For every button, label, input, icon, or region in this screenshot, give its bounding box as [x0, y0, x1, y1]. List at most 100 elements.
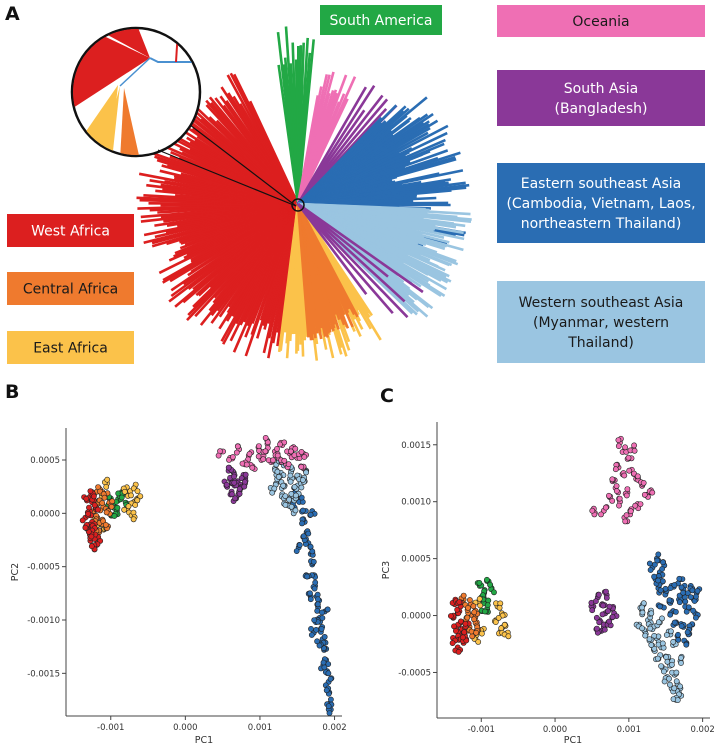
point-west-africa — [86, 504, 92, 511]
point-western-sea — [655, 619, 662, 626]
point-eastern-sea — [311, 585, 318, 592]
point-oceania — [262, 434, 269, 441]
point-western-sea — [668, 628, 674, 635]
point-eastern-sea — [314, 601, 321, 608]
zoom-pointer-line — [189, 124, 297, 207]
point-oceania — [640, 479, 647, 486]
legend-label: Thailand) — [567, 335, 634, 351]
tree-branch-south_america — [296, 39, 315, 205]
legend-label: (Bangladesh) — [554, 101, 647, 117]
point-western-sea — [648, 610, 655, 617]
point-eastern-sea — [307, 596, 314, 603]
point-eastern-sea — [660, 559, 666, 566]
point-central-africa — [471, 616, 477, 623]
point-western-sea — [646, 636, 653, 642]
phylogenetic-tree — [70, 26, 472, 361]
scatter-points — [447, 435, 703, 703]
legend-label: Oceania — [572, 14, 629, 30]
axis-ticks: -0.001 0.000 0.001 0.002 0.0015 0.0010 0.0005 0… — [398, 441, 714, 735]
panel-label-a: A — [5, 3, 20, 25]
tree-branch-south_asia — [297, 203, 409, 319]
point-oceania — [285, 461, 292, 468]
region-legend: South America Oceania South Asia (Banglades… — [7, 5, 705, 364]
point-western-sea — [286, 496, 292, 503]
point-eastern-sea — [647, 567, 654, 573]
point-eastern-sea — [300, 533, 307, 540]
point-oceania — [606, 492, 612, 499]
point-east-africa — [476, 596, 483, 602]
point-west-africa — [449, 640, 456, 646]
point-eastern-sea — [304, 573, 310, 580]
point-eastern-sea — [325, 670, 332, 677]
point-central-africa — [108, 503, 115, 510]
x-tick-label: 0.001 — [248, 723, 272, 733]
axis-ticks: -0.001 0.000 0.001 0.002 0.0005 0.0000 -0.0005… — [27, 456, 347, 733]
point-west-africa — [88, 533, 95, 540]
tree-branch-central_africa — [296, 203, 337, 316]
point-central-africa — [464, 614, 471, 621]
point-western-sea — [654, 655, 661, 662]
y-tick-label: 0.0005 — [401, 555, 431, 565]
point-oceania — [281, 457, 288, 464]
point-western-sea — [280, 482, 287, 489]
legend-box-west-africa: West Africa — [7, 214, 134, 247]
point-eastern-sea — [305, 530, 312, 537]
point-east-africa — [134, 488, 141, 494]
point-south-asia — [599, 611, 606, 618]
point-eastern-sea — [319, 609, 325, 616]
point-oceania — [262, 448, 269, 455]
point-eastern-sea — [299, 520, 305, 527]
x-tick-label: 0.001 — [617, 725, 641, 735]
point-eastern-sea — [327, 676, 334, 682]
legend-label: northeastern Thailand) — [521, 216, 682, 232]
point-south-asia — [594, 625, 600, 632]
point-western-sea — [661, 668, 667, 675]
point-eastern-sea — [325, 703, 332, 710]
point-eastern-sea — [654, 557, 661, 564]
point-western-sea — [674, 697, 681, 703]
legend-label: West Africa — [31, 224, 110, 240]
point-eastern-sea — [320, 659, 327, 666]
point-west-africa — [459, 634, 466, 641]
legend-label: Eastern southeast Asia — [521, 176, 682, 192]
y-tick-label: -0.0005 — [398, 668, 431, 678]
legend-swatch — [7, 331, 134, 364]
point-eastern-sea — [676, 575, 683, 582]
inset-clade-central_africa — [120, 88, 140, 155]
point-eastern-sea — [671, 619, 678, 626]
point-east-africa — [477, 602, 484, 609]
point-eastern-sea — [651, 573, 657, 580]
point-eastern-sea — [293, 548, 300, 554]
point-south-asia — [223, 481, 230, 488]
point-western-sea — [664, 658, 671, 665]
point-south-asia — [609, 614, 616, 620]
panel-label-c: C — [380, 385, 394, 407]
scatter-points — [79, 434, 335, 716]
x-tick-label: -0.001 — [468, 725, 495, 735]
point-east-africa — [498, 625, 505, 632]
zoom-pointer-line — [157, 149, 297, 207]
legend-box-south-asia: South Asia (Bangladesh) — [497, 70, 705, 126]
legend-swatch — [497, 5, 705, 37]
point-central-africa — [103, 509, 110, 516]
point-west-africa — [79, 517, 86, 524]
point-east-africa — [137, 493, 144, 500]
legend-swatch — [497, 163, 705, 243]
point-south-america — [118, 494, 125, 501]
point-western-sea — [292, 492, 299, 499]
point-oceania — [298, 463, 305, 470]
point-western-sea — [673, 678, 680, 685]
point-east-africa — [125, 503, 132, 510]
point-eastern-sea — [657, 587, 664, 594]
x-axis-label: PC1 — [195, 735, 213, 746]
tree-branch-south_asia — [297, 202, 424, 294]
point-oceania — [632, 502, 639, 509]
point-western-sea — [659, 615, 665, 622]
point-south-asia — [593, 614, 600, 621]
point-oceania — [260, 456, 267, 463]
point-south-asia — [232, 495, 238, 502]
point-western-sea — [291, 484, 298, 490]
zoom-source-circle — [291, 198, 305, 212]
point-oceania — [627, 508, 634, 515]
point-western-sea — [673, 669, 680, 676]
